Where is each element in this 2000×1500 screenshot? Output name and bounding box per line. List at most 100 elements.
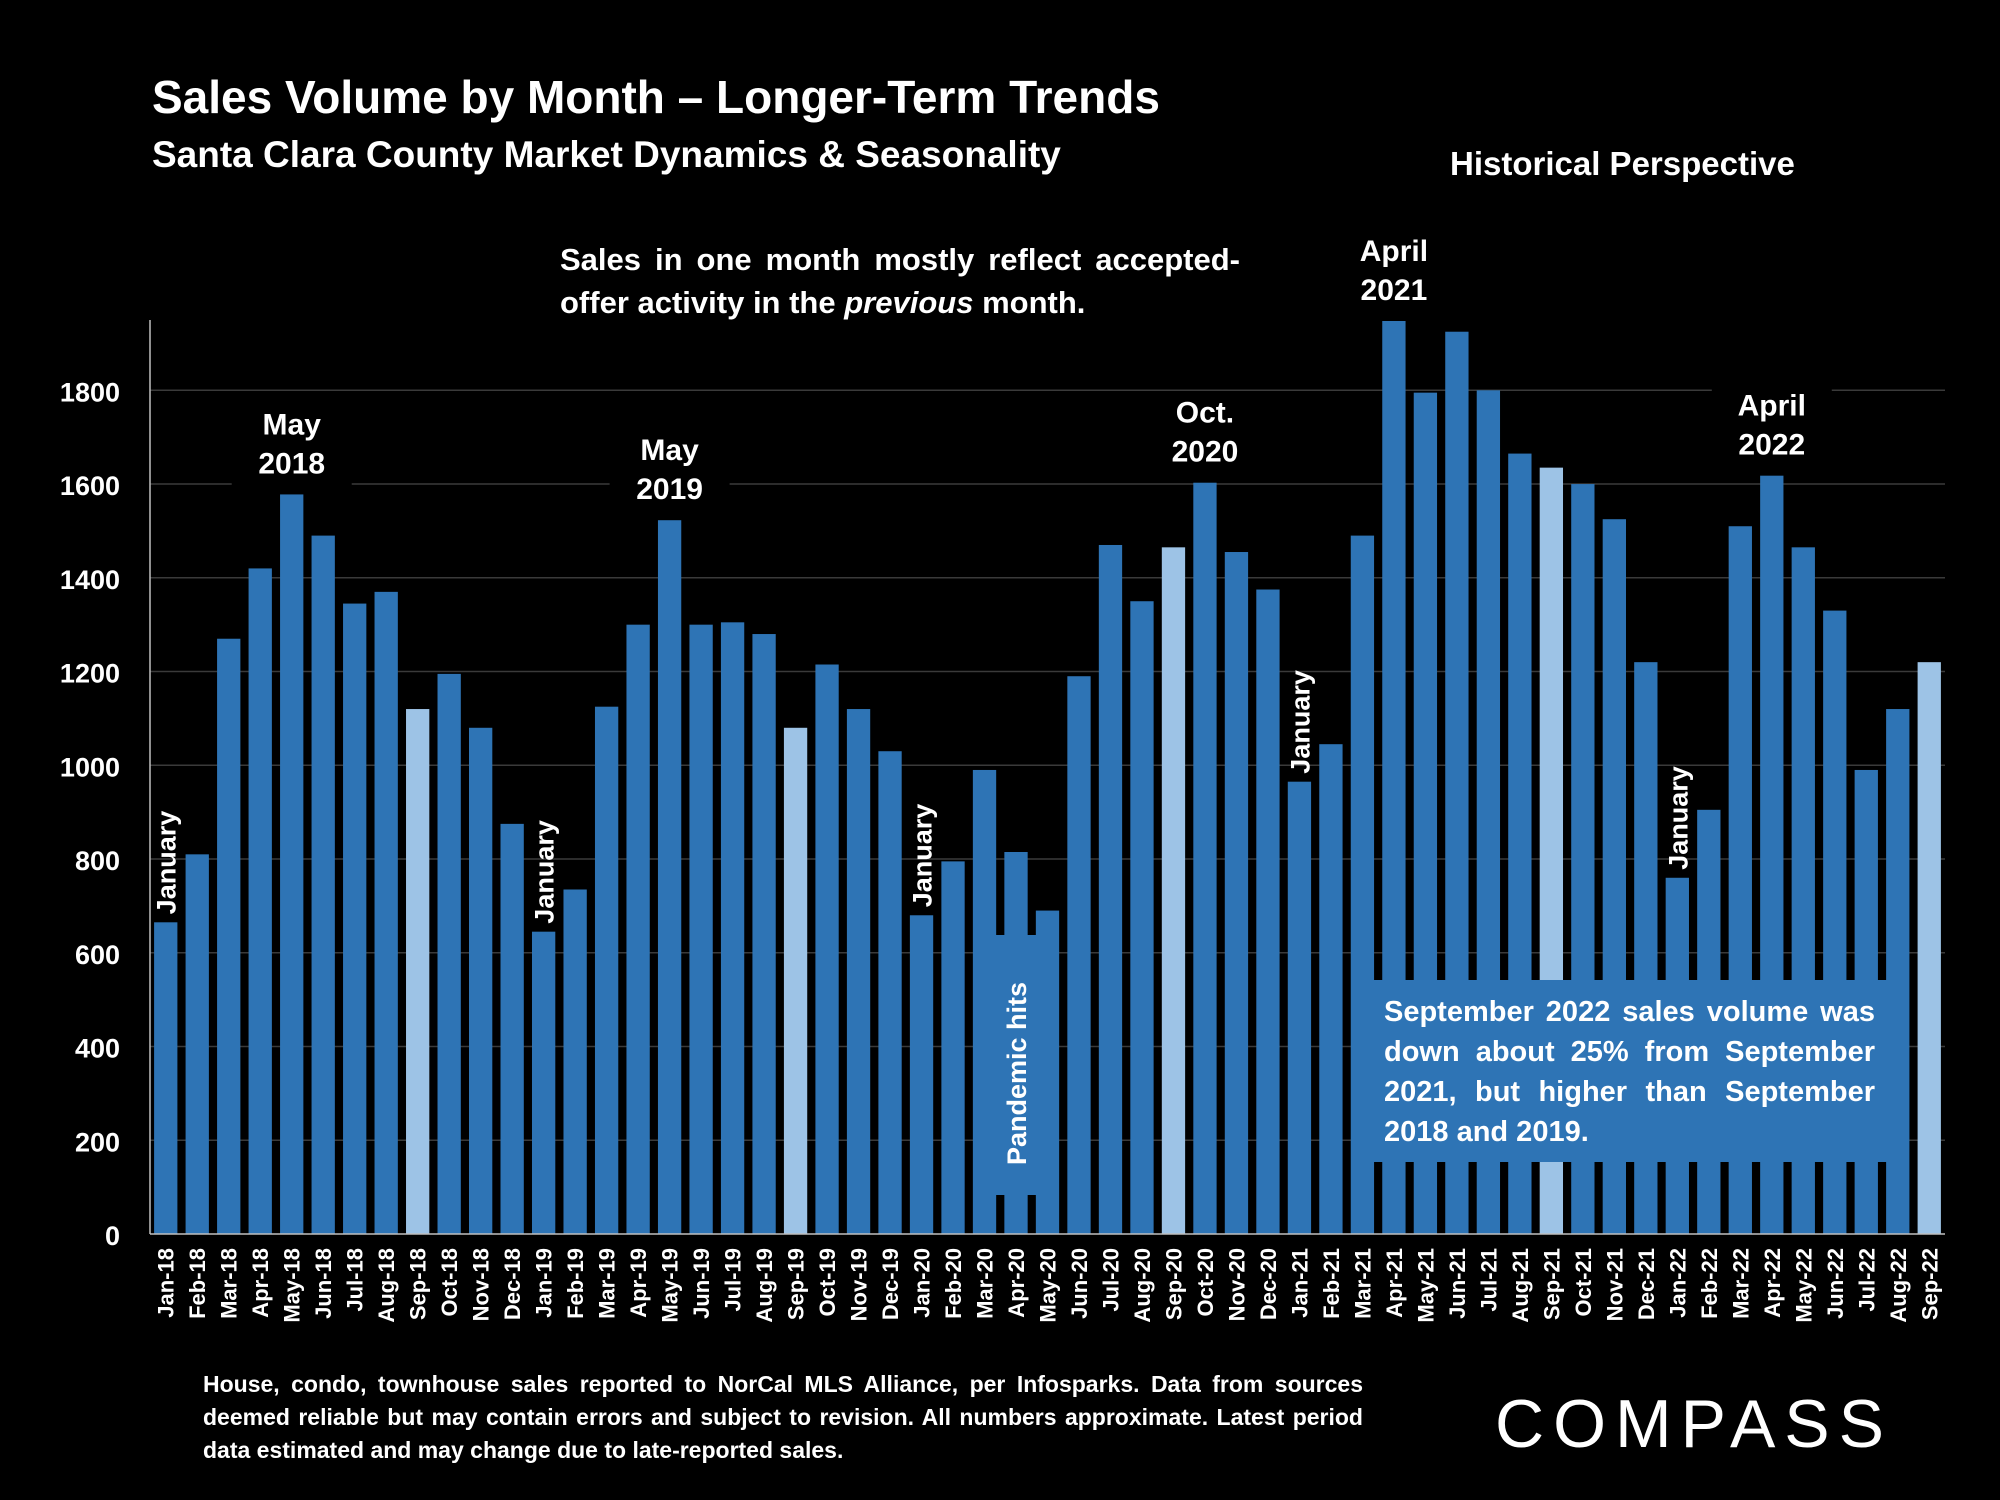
x-tick-label: Sep-20 [1161,1248,1186,1320]
bar-dec-19 [878,751,902,1234]
x-tick-label: Feb-18 [185,1248,210,1319]
x-tick-label: Apr-22 [1760,1248,1785,1318]
x-tick-label: Nov-21 [1602,1248,1627,1321]
september-comparison-note: September 2022 sales volume was down abo… [1355,980,1895,1162]
x-tick-label: Aug-18 [374,1248,399,1323]
x-tick-label: Dec-19 [878,1248,903,1320]
pandemic-label-box [986,935,1047,1195]
x-tick-label: Feb-22 [1697,1248,1722,1319]
x-tick-label: Jan-18 [154,1248,179,1318]
x-tick-label: Apr-19 [626,1248,651,1318]
y-tick-label: 1200 [60,659,120,689]
x-tick-label: Sep-18 [406,1248,431,1320]
x-tick-label: Jul-22 [1854,1248,1879,1312]
x-tick-label: May-22 [1791,1248,1816,1323]
x-tick-label: Aug-20 [1130,1248,1155,1323]
x-tick-label: May-19 [658,1248,683,1323]
x-tick-label: Sep-22 [1917,1248,1942,1320]
x-tick-label: Nov-20 [1224,1248,1249,1321]
bar-nov-18 [469,727,493,1234]
bar-mar-18 [217,638,241,1234]
x-tick-label: Mar-18 [217,1248,242,1319]
bar-dec-18 [500,823,524,1234]
january-label: January [1285,670,1315,774]
x-tick-label: Mar-22 [1728,1248,1753,1319]
x-tick-label: May-21 [1413,1248,1438,1323]
bar-mar-19 [594,706,619,1234]
x-tick-label: Sep-21 [1539,1248,1564,1320]
bar-jun-20 [1067,676,1091,1234]
bar-sep-20 [1161,547,1186,1234]
x-tick-label: Nov-19 [847,1248,872,1321]
pandemic-hits-label: Pandemic hits [1002,982,1032,1165]
bar-jul-19 [720,622,745,1234]
x-tick-label: Jul-20 [1098,1248,1123,1312]
x-tick-label: Jul-19 [721,1248,746,1312]
annotation-label: 2020 [1172,436,1239,469]
annotation-label: April [1738,390,1806,423]
bar-oct-20 [1193,481,1217,1234]
january-label: January [1663,766,1693,870]
x-tick-label: Dec-20 [1256,1248,1281,1320]
annotation-label: May [263,408,322,441]
annotation-backdrop [1711,385,1832,476]
y-tick-label: 1800 [60,377,120,407]
x-tick-label: Jan-21 [1287,1248,1312,1318]
source-footnote: House, condo, townhouse sales reported t… [203,1371,1363,1463]
annotation-label: Oct. [1176,397,1234,430]
y-tick-label: 1400 [60,565,120,595]
page-subtitle: Santa Clara County Market Dynamics & Sea… [152,134,1061,175]
annotation-label: April [1360,235,1428,268]
x-tick-label: Jun-19 [689,1248,714,1319]
x-tick-label: Mar-19 [595,1248,620,1319]
bar-may-18 [280,493,304,1234]
previous-month-note: Sales in one month mostly reflect accept… [560,238,1240,324]
bar-nov-20 [1224,552,1249,1234]
bar-jan-21 [1287,781,1312,1234]
x-tick-label: Nov-18 [469,1248,494,1321]
annotation-backdrop [609,430,730,521]
bar-jan-18 [154,922,178,1234]
x-tick-label: Apr-20 [1004,1248,1029,1318]
january-label: January [530,820,560,924]
x-tick-label: Jan-19 [532,1248,557,1318]
x-tick-label: Jun-20 [1067,1248,1092,1319]
x-tick-label: May-20 [1036,1248,1061,1323]
note-text-after: month. [973,285,1086,320]
annotation-label: 2018 [258,447,325,480]
y-tick-label: 800 [75,846,120,876]
note-text-before: Sales in one month mostly reflect accept… [560,242,1240,320]
y-tick-label: 200 [75,1127,120,1157]
x-tick-label: Dec-18 [500,1248,525,1320]
compass-logo: COMPASS [1495,1385,1893,1463]
y-tick-label: 400 [75,1034,120,1064]
y-tick-label: 1600 [60,471,120,501]
annotation-backdrop [1144,392,1265,483]
x-tick-label: Feb-20 [941,1248,966,1319]
x-tick-label: Aug-19 [752,1248,777,1323]
x-tick-label: Oct-20 [1193,1248,1218,1316]
page-title: Sales Volume by Month – Longer-Term Tren… [152,71,1160,123]
x-tick-label: Aug-22 [1886,1248,1911,1323]
bar-jan-20 [909,915,934,1234]
bar-feb-21 [1319,744,1343,1234]
bar-aug-19 [752,634,776,1234]
bar-jun-18 [311,535,335,1234]
bar-apr-19 [626,624,650,1234]
x-tick-label: Oct-18 [437,1248,462,1316]
bar-sep-19 [783,727,808,1234]
annotation-label: 2022 [1738,429,1805,462]
bar-apr-18 [248,568,272,1234]
bar-jul-20 [1098,544,1123,1234]
x-tick-label: Mar-20 [973,1248,998,1319]
x-tick-label: Jan-20 [910,1248,935,1318]
x-tick-label: Oct-21 [1571,1248,1596,1316]
x-tick-label: Jul-18 [343,1248,368,1312]
bar-sep-22 [1917,662,1941,1234]
x-tick-label: Mar-21 [1350,1248,1375,1319]
annotation-backdrop [1333,231,1454,321]
x-tick-label: Jun-22 [1823,1248,1848,1319]
bar-feb-18 [185,854,209,1234]
x-tick-label: Jun-18 [311,1248,336,1319]
x-tick-label: Jul-21 [1476,1248,1501,1312]
